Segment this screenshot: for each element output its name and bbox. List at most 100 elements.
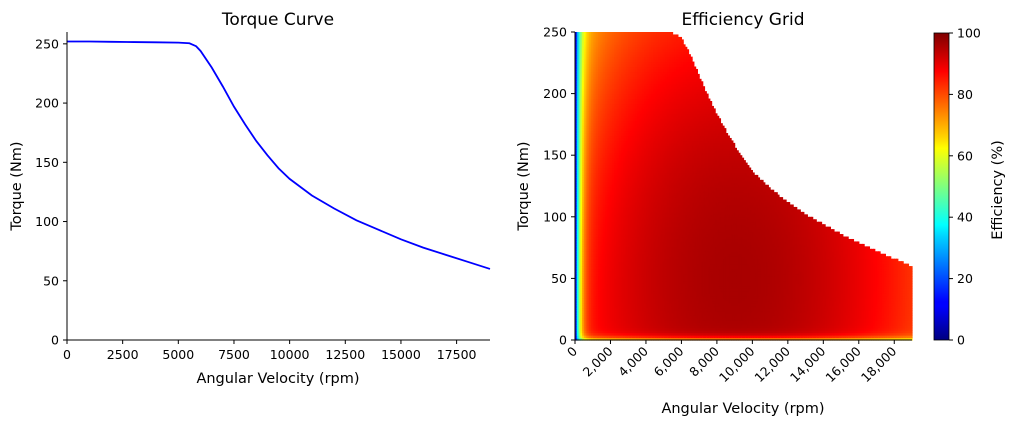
efficiency-cell <box>633 192 636 196</box>
efficiency-cell <box>615 64 619 68</box>
efficiency-cell <box>592 137 596 142</box>
efficiency-cell <box>629 44 633 48</box>
efficiency-cell <box>610 96 613 100</box>
efficiency-cell <box>637 155 640 159</box>
efficiency-cell <box>606 258 610 262</box>
efficiency-cell <box>624 184 628 188</box>
efficiency-cell <box>603 100 606 105</box>
efficiency-cell <box>589 268 592 272</box>
efficiency-cell <box>583 238 587 243</box>
efficiency-cell <box>606 105 610 109</box>
efficiency-cell <box>637 253 640 257</box>
efficiency-cell <box>624 137 628 142</box>
efficiency-cell <box>578 214 581 218</box>
efficiency-cell <box>638 160 642 164</box>
efficiency-cell <box>589 39 592 43</box>
efficiency-cell <box>612 327 615 331</box>
efficiency-cell <box>576 258 580 262</box>
efficiency-cell <box>599 177 603 181</box>
efficiency-cell <box>642 278 645 282</box>
efficiency-cell <box>605 34 608 38</box>
efficiency-cell <box>615 320 619 324</box>
efficiency-cell <box>619 160 622 164</box>
efficiency-cell <box>642 61 645 65</box>
efficiency-cell <box>637 177 640 181</box>
efficiency-cell <box>615 224 619 228</box>
efficiency-cell <box>637 169 640 174</box>
efficiency-cell <box>615 243 619 247</box>
efficiency-cell <box>590 189 594 193</box>
efficiency-cell <box>619 46 622 50</box>
efficiency-cell <box>580 169 583 174</box>
efficiency-cell <box>617 271 620 275</box>
efficiency-cell <box>582 108 585 112</box>
efficiency-cell <box>590 285 594 289</box>
efficiency-cell <box>585 271 589 275</box>
efficiency-cell <box>589 83 592 87</box>
efficiency-cell <box>621 49 624 53</box>
efficiency-cell <box>578 256 581 260</box>
efficiency-cell <box>592 123 596 127</box>
efficiency-cell <box>582 303 585 307</box>
efficiency-cell <box>583 88 587 92</box>
efficiency-cell <box>590 44 594 48</box>
efficiency-cell <box>594 330 597 334</box>
efficiency-cell <box>631 211 635 215</box>
efficiency-cell <box>619 226 622 230</box>
efficiency-cell <box>621 128 624 132</box>
efficiency-cell <box>580 300 583 304</box>
efficiency-cell <box>605 73 608 77</box>
efficiency-cell <box>576 243 580 247</box>
efficiency-cell <box>601 162 604 166</box>
efficiency-cell <box>615 298 619 302</box>
efficiency-cell <box>576 192 580 196</box>
efficiency-cell <box>624 285 628 289</box>
efficiency-cell <box>601 273 604 277</box>
efficiency-cell <box>585 337 589 341</box>
efficiency-cell <box>619 182 622 186</box>
efficiency-cell <box>633 202 636 206</box>
efficiency-cell <box>633 224 636 228</box>
efficiency-cell <box>614 288 617 292</box>
efficiency-cell <box>610 86 613 90</box>
efficiency-cell <box>603 135 606 139</box>
efficiency-cell <box>583 275 587 279</box>
efficiency-grid-panel: Efficiency Grid 0 2,000 4,000 6,000 8,00010,… <box>516 10 913 417</box>
efficiency-cell <box>601 248 604 252</box>
efficiency-cell <box>578 34 581 38</box>
efficiency-cell <box>601 293 604 297</box>
efficiency-cell <box>612 214 615 218</box>
efficiency-cell <box>629 335 633 339</box>
efficiency-cell <box>590 155 594 159</box>
efficiency-cell <box>580 266 583 270</box>
efficiency-cell <box>610 293 613 297</box>
efficiency-cell <box>624 258 628 262</box>
efficiency-cell <box>615 137 619 142</box>
efficiency-cell <box>575 160 578 164</box>
efficiency-cell <box>580 34 583 38</box>
efficiency-cell <box>624 253 628 257</box>
efficiency-cell <box>642 110 645 114</box>
efficiency-cell <box>638 78 642 82</box>
efficiency-cell <box>587 64 590 68</box>
efficiency-cell <box>589 169 592 174</box>
efficiency-cell <box>596 61 599 65</box>
efficiency-cell <box>642 41 645 45</box>
efficiency-cell <box>631 120 635 124</box>
efficiency-cell <box>590 76 594 80</box>
efficiency-cell <box>594 105 597 109</box>
efficiency-cell <box>610 41 613 45</box>
efficiency-cell <box>610 214 613 218</box>
efficiency-cell <box>621 133 624 137</box>
efficiency-cell <box>637 305 640 309</box>
efficiency-cell <box>592 303 596 307</box>
efficiency-cell <box>621 273 624 277</box>
efficiency-cell <box>638 152 642 156</box>
efficiency-cell <box>592 177 596 181</box>
efficiency-cell <box>637 335 640 339</box>
efficiency-cell <box>626 128 629 132</box>
efficiency-cell <box>629 307 633 312</box>
efficiency-cell <box>612 150 615 154</box>
efficiency-cell <box>628 32 631 36</box>
efficiency-cell <box>640 300 643 304</box>
